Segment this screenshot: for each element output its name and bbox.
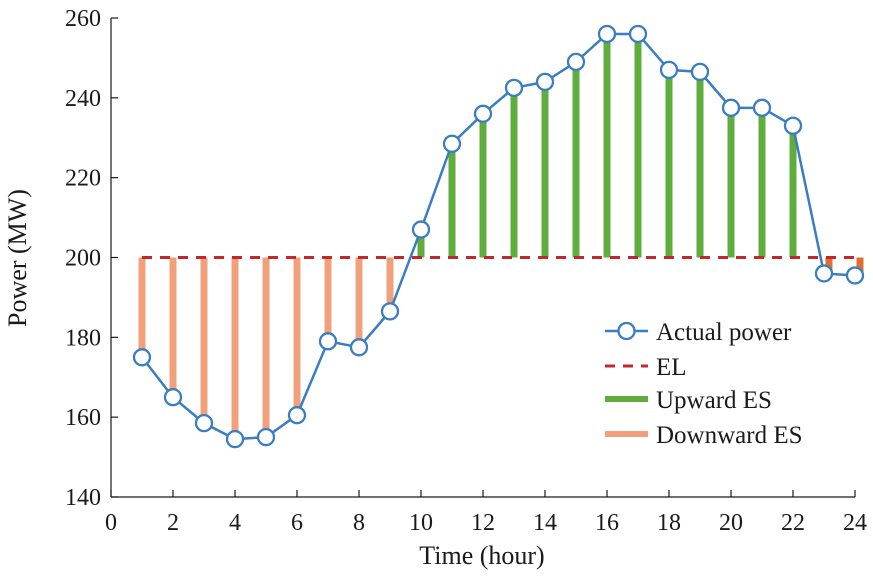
y-tick-label: 180 bbox=[65, 325, 101, 351]
x-tick-label: 14 bbox=[533, 510, 557, 536]
x-ticks: 0 2 4 6 8 10 12 14 16 18 20 22 24 bbox=[105, 490, 867, 536]
x-tick-label: 4 bbox=[229, 510, 241, 536]
actual-power-point bbox=[380, 302, 400, 321]
x-tick-label: 0 bbox=[105, 510, 117, 536]
x-tick-label: 20 bbox=[719, 510, 743, 536]
actual-power-point bbox=[132, 348, 152, 367]
actual-power-point bbox=[287, 406, 307, 425]
actual-power-point bbox=[566, 52, 586, 72]
actual-power-line bbox=[141, 32, 856, 441]
x-axis-title: Time (hour) bbox=[419, 541, 544, 570]
y-tick-label: 240 bbox=[65, 86, 101, 112]
legend-upward-es-label: Upward ES bbox=[656, 387, 772, 414]
x-tick-label: 18 bbox=[657, 510, 681, 536]
actual-power-point bbox=[721, 98, 741, 117]
x-tick-label: 10 bbox=[409, 510, 433, 536]
actual-power-point bbox=[225, 429, 245, 449]
y-ticks: 140 160 180 200 220 240 260 bbox=[65, 6, 118, 511]
actual-power-point bbox=[163, 388, 183, 407]
x-tick-label: 2 bbox=[167, 510, 179, 536]
legend-actual-power-label: Actual power bbox=[656, 319, 792, 346]
actual-power-point bbox=[256, 427, 276, 447]
actual-power-point bbox=[690, 62, 710, 82]
actual-power-point bbox=[411, 220, 431, 239]
actual-power-point bbox=[318, 332, 338, 351]
y-tick-label: 200 bbox=[65, 246, 101, 272]
legend-el-label: EL bbox=[656, 354, 687, 381]
actual-power-point bbox=[442, 134, 462, 153]
actual-power-point bbox=[845, 266, 865, 285]
x-tick-label: 12 bbox=[471, 510, 495, 536]
x-tick-label: 22 bbox=[781, 510, 805, 536]
legend-downward-es-label: Downward ES bbox=[656, 422, 803, 449]
y-tick-label: 260 bbox=[65, 6, 101, 32]
y-tick-label: 140 bbox=[65, 485, 101, 511]
x-tick-label: 6 bbox=[291, 510, 303, 536]
actual-power-point bbox=[628, 24, 648, 44]
x-tick-label: 16 bbox=[595, 510, 619, 536]
actual-power-point bbox=[349, 338, 369, 357]
actual-power-point bbox=[473, 104, 493, 123]
axes: 0 2 4 6 8 10 12 14 16 18 20 22 24 140160180200220240… bbox=[65, 6, 867, 536]
actual-power-point bbox=[597, 24, 617, 44]
actual-power-markers bbox=[132, 24, 865, 449]
x-tick-label: 24 bbox=[843, 510, 867, 536]
actual-power-point bbox=[659, 60, 679, 80]
actual-power-point bbox=[783, 116, 803, 135]
legend: Actual power EL Upward ES Downward ES bbox=[605, 319, 803, 449]
y-tick-label: 220 bbox=[65, 166, 101, 192]
actual-power-point bbox=[535, 72, 555, 92]
x-tick-label: 8 bbox=[353, 510, 365, 536]
y-axis-title: Power (MW) bbox=[3, 189, 32, 327]
actual-power-point bbox=[814, 264, 834, 283]
es-bars bbox=[138, 33, 864, 440]
y-tick-label: 160 bbox=[65, 405, 101, 431]
actual-power-point bbox=[194, 414, 214, 433]
actual-power-point bbox=[752, 98, 772, 117]
actual-power-point bbox=[504, 78, 524, 98]
legend-actual-power-marker bbox=[617, 321, 636, 341]
